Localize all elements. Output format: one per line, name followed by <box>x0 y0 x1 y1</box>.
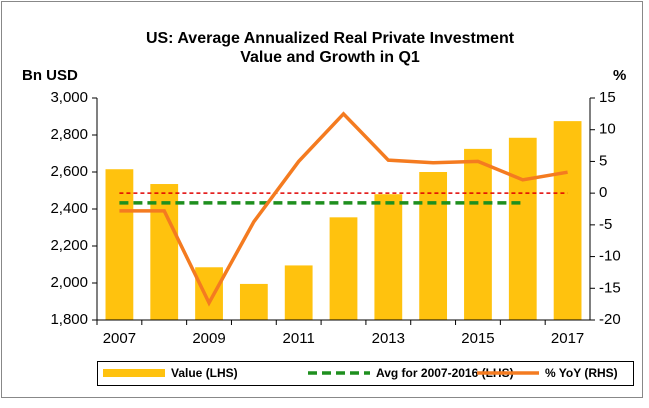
chart-subtitle: Value and Growth in Q1 <box>240 49 420 66</box>
y2-tick-label: -10 <box>599 248 621 265</box>
y-tick-label: 3,000 <box>50 89 88 106</box>
bar <box>150 184 179 320</box>
legend-swatch <box>103 369 165 377</box>
bar <box>374 194 403 320</box>
y-tick-label: 2,000 <box>50 274 88 291</box>
y2-tick-label: 15 <box>599 89 616 106</box>
x-tick-label: 2013 <box>372 330 405 347</box>
x-tick-label: 2011 <box>283 330 315 347</box>
bar <box>284 265 313 320</box>
chart-title: US: Average Annualized Real Private Inve… <box>146 30 515 47</box>
y-axis-label: Bn USD <box>22 67 78 84</box>
x-tick-label: 2017 <box>551 330 584 347</box>
y2-tick-label: 10 <box>599 121 616 138</box>
y2-axis-label: % <box>613 67 626 84</box>
y-tick-label: 2,600 <box>50 163 88 180</box>
growth-line <box>119 111 568 307</box>
y2-tick-label: -20 <box>599 311 621 328</box>
bar <box>508 137 537 320</box>
y-tick-label: 1,800 <box>50 311 88 328</box>
bar <box>329 217 358 320</box>
y2-tick-label: -15 <box>599 279 621 296</box>
y-tick-label: 2,400 <box>50 200 88 217</box>
bar <box>195 267 223 320</box>
y2-tick-label: 0 <box>599 184 607 201</box>
legend-label: Avg for 2007-2016 (LHS) <box>376 366 514 380</box>
y2-tick-label: -5 <box>599 216 612 233</box>
legend-label: Value (LHS) <box>171 366 238 380</box>
x-tick-label: 2009 <box>192 330 225 347</box>
bar <box>239 283 268 320</box>
x-tick-label: 2015 <box>461 330 494 347</box>
bar <box>464 148 492 320</box>
x-tick-label: 2007 <box>103 330 136 347</box>
bar <box>553 121 582 320</box>
bar <box>419 172 448 320</box>
y2-tick-label: 5 <box>599 152 607 169</box>
y-tick-label: 2,800 <box>50 126 88 143</box>
bar <box>105 169 134 320</box>
legend-label: % YoY (RHS) <box>545 366 618 380</box>
y-tick-label: 2,200 <box>50 237 88 254</box>
